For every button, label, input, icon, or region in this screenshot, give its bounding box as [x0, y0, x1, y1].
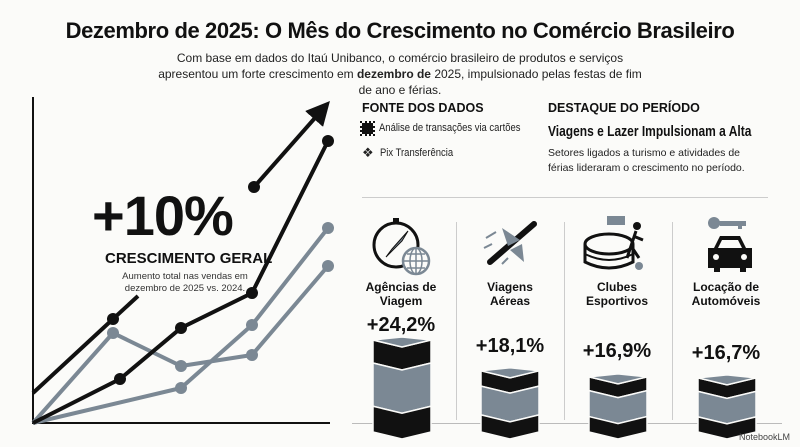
black-points [107, 135, 334, 385]
bar-segment [372, 339, 432, 371]
headline-value: +10% [92, 184, 234, 247]
gray-line-2 [32, 226, 330, 425]
bar-segment [588, 415, 648, 440]
sector-label-line: Esportivos [585, 294, 648, 308]
source-label: Análise de transações via cartões [379, 122, 521, 134]
intro-text: Com base em dados do Itaú Unibanco, o co… [150, 50, 650, 98]
bar-segment [480, 369, 540, 394]
bar-segment [480, 385, 540, 423]
intro-part: Com base em dados do Itaú Unibanco, o co… [158, 51, 624, 81]
car-key-icon [708, 217, 752, 272]
bar-segment [588, 373, 648, 385]
source-item: Análise de transações via cartões [360, 120, 543, 136]
bar-segment [480, 413, 540, 440]
sector-value: +24,2% [366, 314, 436, 336]
chip-icon [360, 120, 375, 136]
source-label: Pix Transferência [379, 147, 453, 159]
bar-segment [588, 375, 648, 399]
compass-globe-icon [372, 218, 431, 276]
airplane-icon [483, 221, 537, 265]
bar-segment [372, 362, 432, 415]
sector-value: +16,7% [691, 342, 761, 364]
sector-bar [588, 373, 648, 440]
sector-label: Locação de Automóveis [676, 280, 776, 308]
bar-segment [588, 389, 648, 425]
sector-label-line: Viagem [379, 294, 423, 308]
highlight-heading: DESTAQUE DO PERÍODO [548, 101, 700, 115]
baseline [352, 423, 782, 424]
trend-arrow [252, 101, 330, 189]
sector-bar [697, 374, 757, 440]
bar-segment [697, 376, 757, 400]
sector-label-line: Locação de [692, 280, 760, 294]
column-divider [456, 222, 457, 420]
bar-segment [372, 336, 432, 348]
stadium-icon [583, 216, 644, 270]
highlight-title: Viagens e Lazer Impulsionam a Alta [548, 123, 752, 140]
intro-part: 2025, impulsionado pelas festas de fim d… [358, 67, 642, 97]
sources-heading: FONTE DOS DADOS [362, 101, 484, 115]
pix-icon: ❖ [362, 145, 374, 160]
intro-bold: dezembro de [356, 67, 431, 81]
brand-watermark: NotebookLM [738, 432, 790, 442]
sector-value: +16,9% [582, 340, 652, 362]
sector-bar [480, 367, 540, 440]
headline-description: Aumento total nas vendas em dezembro de … [122, 271, 248, 294]
column-divider [564, 222, 565, 420]
sector-label-line: Aéreas [489, 294, 531, 308]
sector-label-line: Clubes [596, 280, 637, 294]
headline-label: CRESCIMENTO GERAL [105, 250, 273, 267]
sector-label: Viagens Aéreas [460, 280, 560, 308]
page-title: Dezembro de 2025: O Mês do Crescimento n… [65, 18, 735, 43]
gray-points [107, 222, 334, 394]
highlight-text: Setores ligados a turismo e atividades d… [548, 147, 745, 174]
sector-label-line: Viagens [487, 280, 533, 294]
bar-segment [480, 367, 540, 379]
growth-line-illustration [31, 97, 334, 425]
source-item: ❖ Pix Transferência [362, 145, 465, 161]
bar-segment [697, 374, 757, 386]
sector-label-line: Automóveis [691, 294, 761, 308]
sector-label-line: Agências de [365, 280, 437, 294]
sector-value: +18,1% [475, 335, 545, 357]
sector-label: Agências de Viagem [351, 280, 451, 308]
bar-segment [697, 390, 757, 425]
divider [362, 197, 768, 198]
column-divider [672, 222, 673, 420]
sector-label: Clubes Esportivos [567, 280, 667, 308]
